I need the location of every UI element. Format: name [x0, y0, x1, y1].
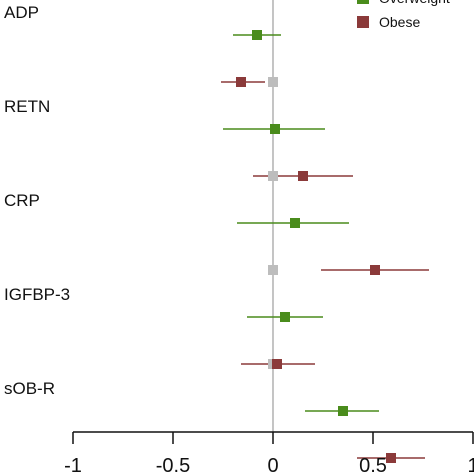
legend-label-obese: Obese [379, 14, 420, 30]
legend-swatch-obese [357, 16, 369, 28]
x-axis: -1 -0.5 0 0.5 1 [64, 431, 474, 474]
x-tick-label: 0 [267, 455, 278, 474]
point-normal-weight-crp [268, 171, 278, 181]
legend-swatch-overweight [357, 0, 369, 4]
point-normal-weight-igfbp-3 [268, 265, 278, 275]
legend-label-overweight: Overweight [379, 0, 450, 6]
confidence-interval-layer [221, 34, 429, 459]
category-label-crp: CRP [4, 191, 40, 210]
point-obese-igfbp-3 [272, 359, 282, 369]
category-label-retn: RETN [4, 97, 50, 116]
x-tick-label: 1 [467, 455, 474, 474]
category-label-sob-r: sOB-R [4, 379, 55, 398]
point-overweight-retn [270, 124, 280, 134]
point-estimate-layer [236, 30, 396, 463]
legend: Overweight Obese [357, 0, 450, 30]
point-overweight-sob-r [338, 406, 348, 416]
category-label-igfbp-3: IGFBP-3 [4, 285, 70, 304]
x-tick-label: 0.5 [359, 455, 387, 474]
point-overweight-adp [252, 30, 262, 40]
point-obese-sob-r [386, 453, 396, 463]
category-label-layer: ADP RETN CRP IGFBP-3 sOB-R [4, 3, 70, 398]
point-obese-crp [370, 265, 380, 275]
x-tick-label: -0.5 [156, 455, 190, 474]
category-label-adp: ADP [4, 3, 39, 22]
point-obese-retn [298, 171, 308, 181]
point-overweight-igfbp-3 [280, 312, 290, 322]
point-overweight-crp [290, 218, 300, 228]
x-tick-label: -1 [64, 455, 82, 474]
point-normal-weight-retn [268, 77, 278, 87]
point-obese-adp [236, 77, 246, 87]
